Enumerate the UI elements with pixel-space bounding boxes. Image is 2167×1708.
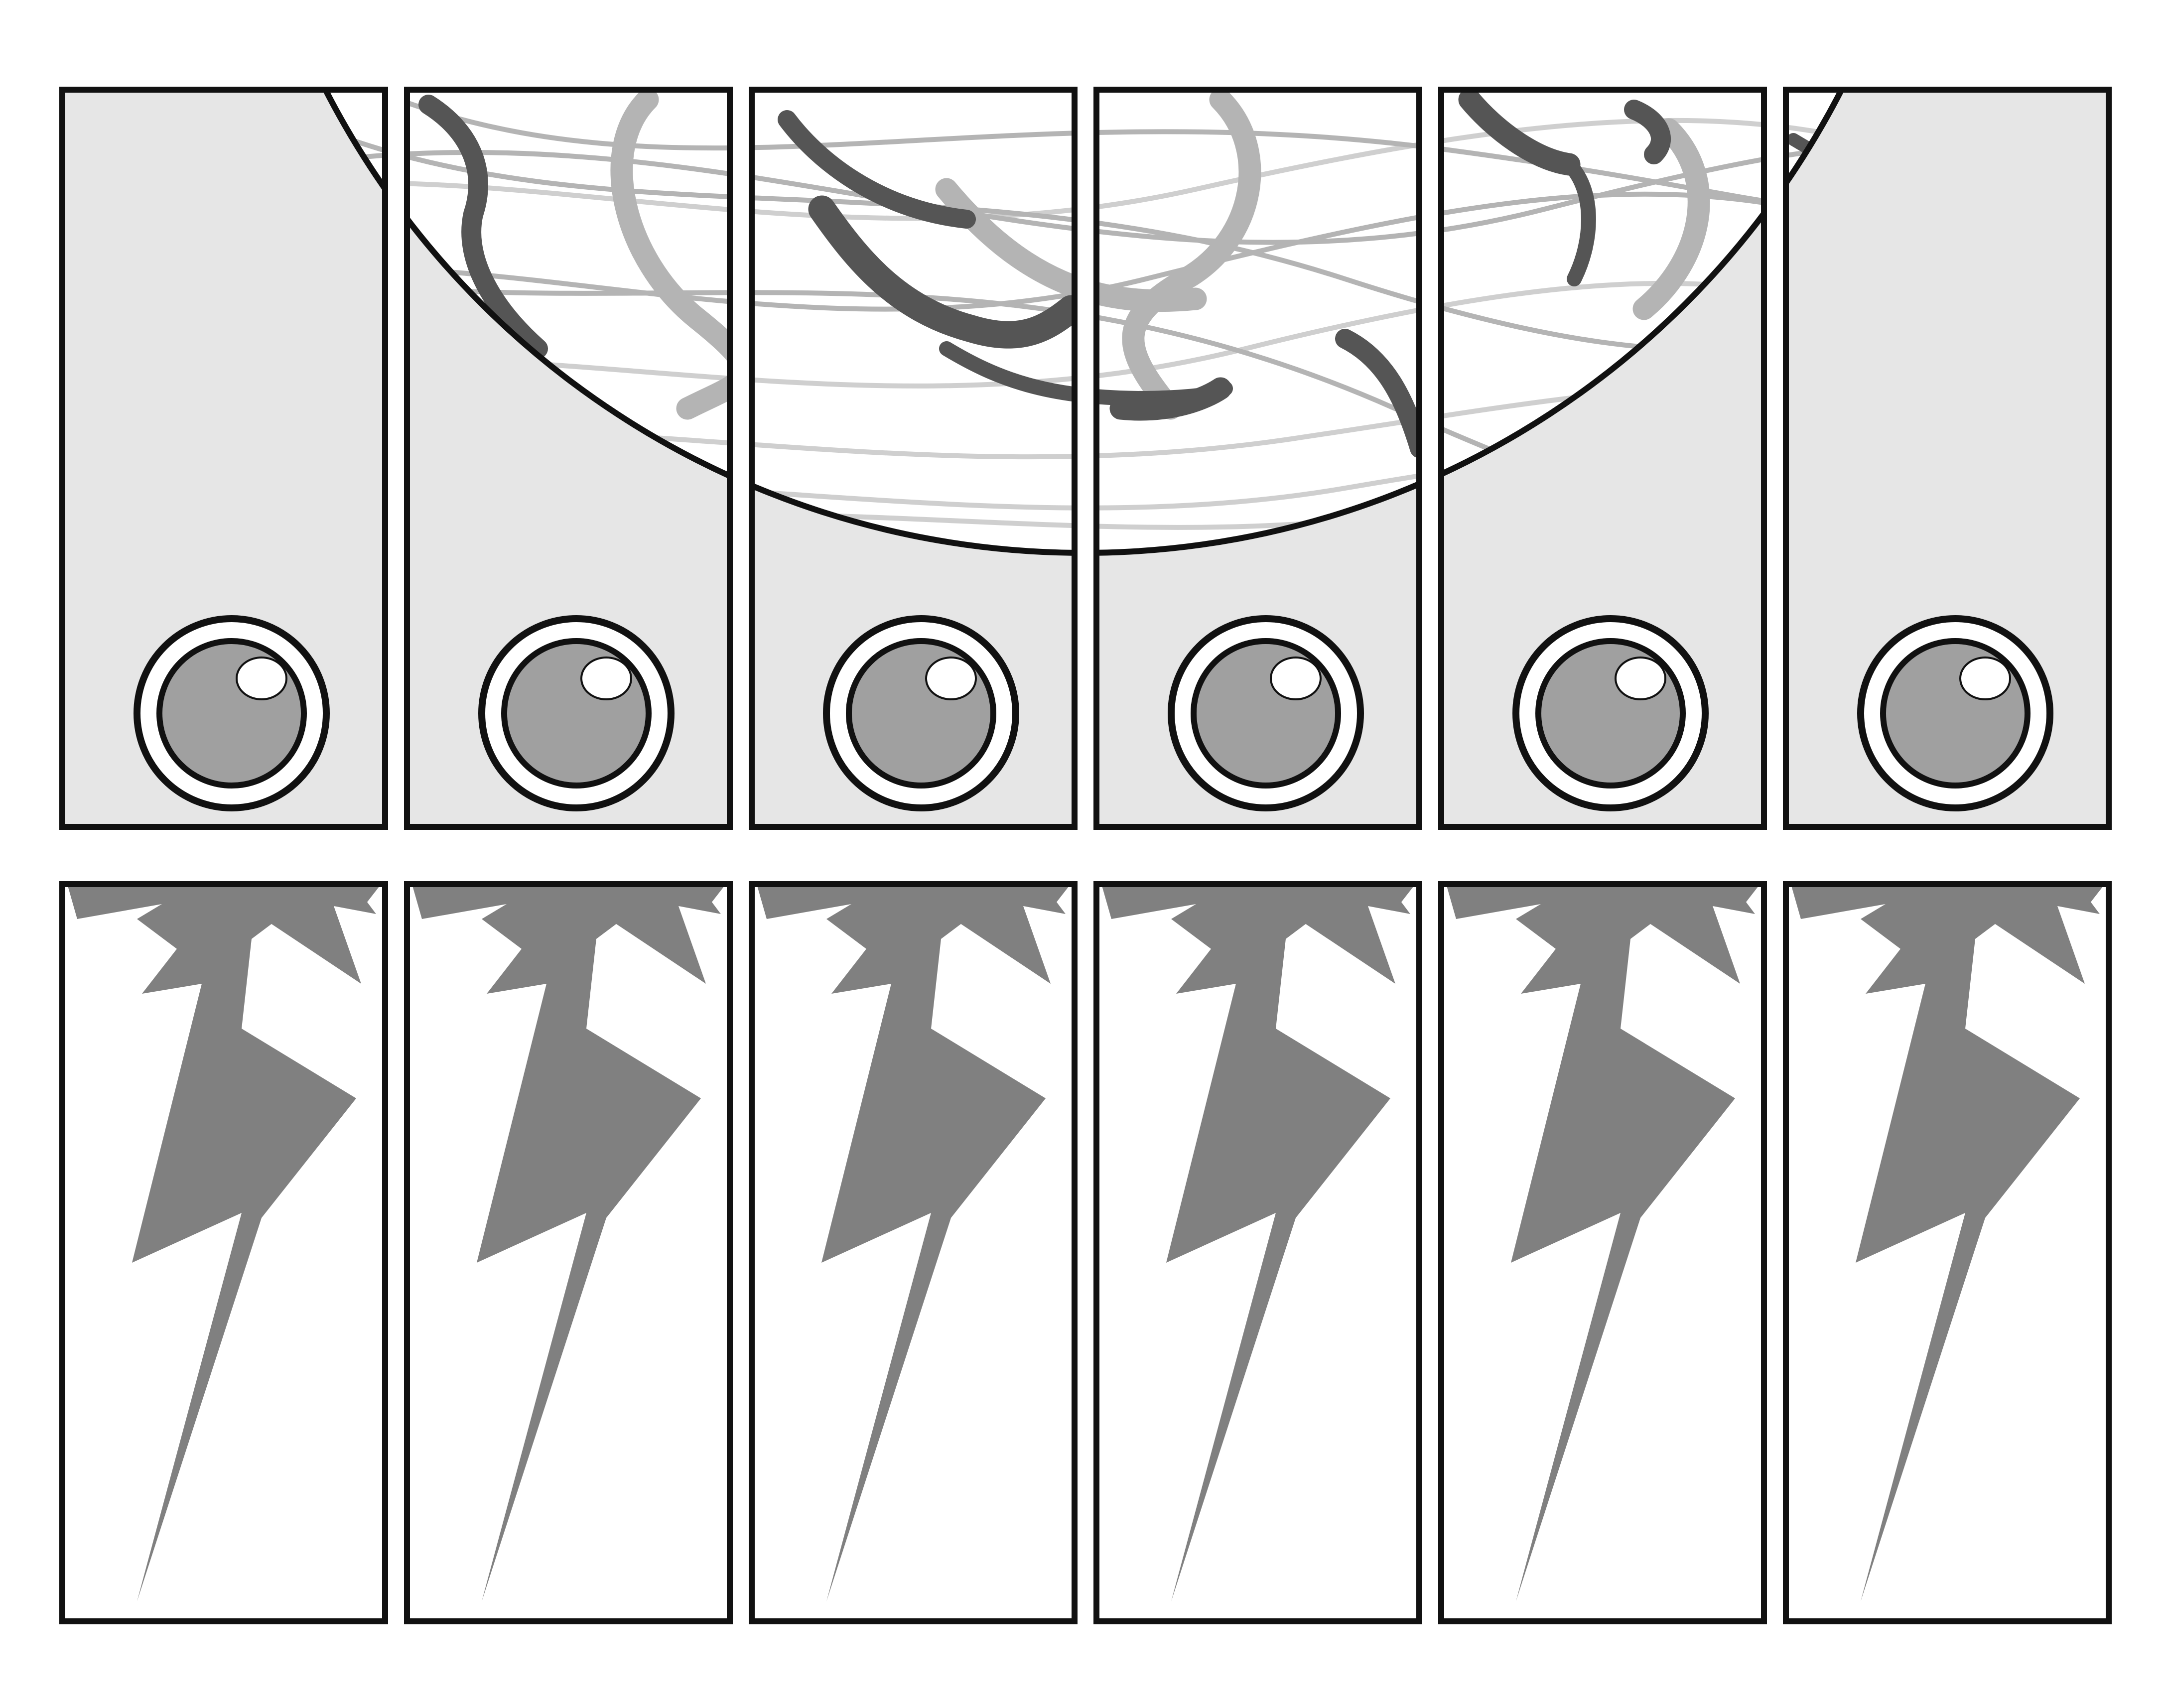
emblem-disc: [1096, 90, 1419, 553]
swirl-ribbon: [1122, 90, 1261, 420]
swirl-brush-stroke: [1562, 157, 1596, 286]
finger-hole-icon: [1168, 615, 1364, 811]
swirl-line: [1096, 118, 1419, 242]
lightning-bolt-icon: [757, 884, 1071, 1601]
label-border: [749, 881, 1078, 1624]
finger-hole-icon: [823, 615, 1019, 811]
swirl-line: [407, 97, 730, 210]
swirl-brush-stroke: [808, 195, 1075, 349]
label-border: [749, 87, 1078, 830]
spine-label-bottom-5[interactable]: [1438, 881, 1767, 1624]
swirl-line: [1096, 97, 1419, 210]
swirl-ribbon: [1632, 118, 1710, 320]
label-border: [1093, 881, 1422, 1624]
label-border: [59, 881, 388, 1624]
swirl-ribbon: [610, 90, 730, 420]
spine-label-top-6[interactable]: [125, 0, 2142, 830]
label-border: [1783, 881, 2112, 1624]
swirl-line: [1096, 257, 1419, 515]
emblem-artwork: [232, 90, 385, 526]
spine-label-top-3[interactable]: [125, 0, 2142, 830]
lightning-bolt-icon: [1446, 884, 1760, 1601]
swirl-line: [1096, 117, 1419, 352]
swirl-brush-stroke: [939, 341, 1075, 406]
lightning-bolt-icon: [67, 884, 381, 1601]
label-border: [404, 881, 733, 1624]
label-border: [1093, 87, 1422, 830]
spine-label-top-4[interactable]: [125, 0, 2142, 830]
swirl-ribbon: [1096, 178, 1207, 312]
swirl-line: [407, 118, 730, 242]
swirl-line: [1096, 450, 1419, 526]
swirl-brush-stroke: [1624, 100, 1671, 164]
spine-label-bottom-2[interactable]: [404, 881, 733, 1624]
swirl-line: [407, 144, 730, 281]
spine-label-top-2[interactable]: [125, 0, 2142, 830]
spine-label-top-1[interactable]: [59, 0, 2142, 830]
lightning-bolt-icon: [1101, 884, 1415, 1601]
top-row-labels: [59, 0, 2142, 830]
emblem-artwork: [752, 90, 1075, 556]
lightning-bolt-icon: [1791, 884, 2105, 1601]
spine-label-bottom-1[interactable]: [59, 881, 388, 1624]
swirl-line: [1096, 280, 1419, 411]
swirl-line: [1096, 191, 1419, 351]
lightning-bolt-icon: [412, 884, 726, 1601]
spine-label-bottom-3[interactable]: [749, 881, 1078, 1624]
swirl-line: [752, 496, 1075, 540]
spine-label-bottom-4[interactable]: [1093, 881, 1422, 1624]
swirl-ribbon: [935, 178, 1075, 312]
label-border: [1438, 87, 1767, 830]
swirl-brush-stroke: [1458, 90, 1581, 176]
label-border: [404, 87, 733, 830]
finger-hole-icon: [1512, 615, 1709, 811]
finger-hole-icon: [478, 615, 675, 811]
spine-label-bottom-6[interactable]: [1783, 881, 2112, 1624]
swirl-brush-stroke: [1335, 329, 1419, 458]
label-border: [1438, 881, 1767, 1624]
spine-label-top-5[interactable]: [125, 0, 2142, 830]
finger-hole-icon: [1857, 615, 2053, 811]
label-border: [59, 87, 388, 830]
swirl-brush-stroke: [1109, 377, 1232, 421]
label-border: [1783, 87, 2112, 830]
swirl-line: [407, 117, 730, 352]
swirl-line: [1096, 387, 1419, 471]
swirl-line: [407, 257, 730, 515]
swirl-brush-stroke: [418, 95, 548, 359]
swirl-brush-stroke: [778, 110, 976, 229]
finger-hole-icon: [134, 615, 330, 811]
bottom-row-labels: [59, 881, 2112, 1624]
